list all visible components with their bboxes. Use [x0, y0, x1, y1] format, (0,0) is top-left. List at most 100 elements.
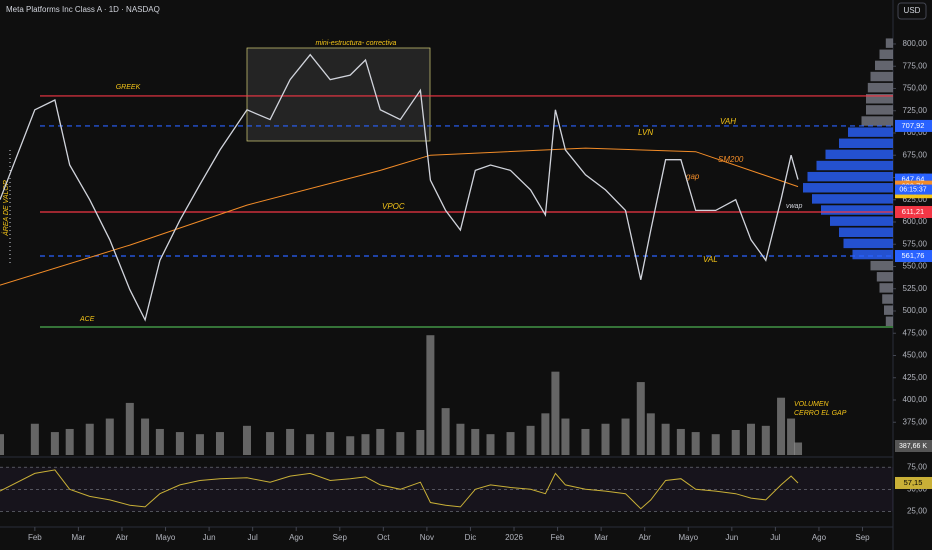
volume-label-bg — [895, 440, 932, 452]
annotation: SM200 — [718, 155, 744, 164]
countdown-bg — [895, 184, 932, 195]
x-tick-label: Mayo — [156, 533, 176, 542]
x-tick-label: Sep — [333, 533, 348, 542]
volume-bar — [441, 408, 450, 455]
currency[interactable]: USD — [904, 6, 921, 15]
volume-profile-bar — [830, 216, 893, 226]
volume-bar — [581, 428, 590, 455]
volume-bar — [215, 432, 224, 455]
volume-bar — [661, 423, 670, 455]
volume-bar — [85, 423, 94, 455]
volume-bar — [691, 432, 700, 455]
x-tick-label: Ago — [812, 533, 827, 542]
x-tick-label: Mayo — [678, 533, 698, 542]
y-tick-label: 525,00 — [903, 284, 928, 293]
volume-profile-bar — [879, 49, 893, 59]
x-tick-label: Mar — [72, 533, 86, 542]
annotation: vwap — [786, 203, 802, 210]
price-label-bg — [895, 206, 932, 219]
annotation: CERRO EL GAP — [794, 410, 847, 417]
annotation: VPOC — [382, 202, 405, 211]
volume-profile-bar — [803, 183, 893, 193]
annotation: LVN — [638, 128, 653, 137]
y-tick-label: 450,00 — [903, 351, 928, 360]
rsi-line — [0, 469, 799, 510]
volume-bar — [286, 428, 295, 455]
volume-profile-bar — [882, 294, 893, 304]
volume-bar — [141, 418, 150, 455]
x-tick-label: Mar — [594, 533, 608, 542]
volume-bar — [376, 428, 385, 455]
y-tick-label: 575,00 — [903, 239, 928, 248]
x-tick-label: Nov — [420, 533, 434, 542]
volume-bar — [155, 428, 164, 455]
y-tick-label: 375,00 — [903, 417, 928, 426]
volume-profile-bar — [816, 160, 893, 171]
y-tick-label: 400,00 — [903, 395, 928, 404]
y-tick-label: 625,00 — [903, 195, 928, 204]
volume-bar — [787, 418, 796, 455]
volume-bar — [416, 430, 425, 455]
volume-bar — [621, 418, 630, 455]
x-tick-label: Jul — [248, 533, 258, 542]
volume-profile-bar — [843, 238, 893, 249]
y-tick-label: 700,00 — [903, 128, 928, 137]
x-tick-label: Feb — [28, 533, 42, 542]
y-tick-label: 800,00 — [903, 39, 928, 48]
volume-profile-bar — [812, 194, 893, 204]
price-label-bg — [895, 119, 932, 132]
volume-bar — [50, 432, 59, 455]
volume-profile-bar — [852, 249, 893, 260]
volume-bar — [306, 434, 315, 455]
annotation: VOLUMEN — [794, 401, 830, 408]
y-tick-label: 500,00 — [903, 306, 928, 315]
volume-bar — [105, 418, 114, 455]
x-tick-label: Feb — [551, 533, 565, 542]
volume-bar — [541, 413, 550, 455]
volume-profile-bar — [848, 127, 893, 137]
volume-bar — [266, 432, 275, 455]
volume-bar — [761, 425, 770, 455]
y-tick-label: 675,00 — [903, 150, 928, 159]
volume-profile-bar — [884, 305, 893, 315]
x-tick-label: Ago — [289, 533, 304, 542]
y-tick-label: 725,00 — [903, 106, 928, 115]
volume-bar — [676, 428, 685, 455]
volume-bar — [636, 382, 645, 455]
volume-profile-bar — [839, 227, 893, 238]
x-tick-label: Dic — [465, 533, 477, 542]
price-label: 647,64 — [902, 175, 925, 184]
y-tick-label: 425,00 — [903, 373, 928, 382]
y-tick-label: 775,00 — [903, 61, 928, 70]
currency-button[interactable] — [897, 2, 927, 20]
volume-profile-bar — [885, 316, 893, 327]
volume-bar — [195, 434, 204, 455]
sma-line — [0, 147, 799, 286]
volume-bar — [242, 425, 251, 455]
volume-bar — [426, 335, 435, 455]
annotation: ÁREA DE VALOR — [1, 180, 10, 237]
volume-bar — [30, 423, 39, 455]
y-tick-label: 550,00 — [903, 262, 928, 271]
volume-bar — [175, 432, 184, 455]
price-line — [0, 53, 799, 322]
volume-profile-bar — [867, 82, 893, 93]
volume-bar — [711, 434, 720, 455]
volume-label: 387,66 K — [899, 443, 927, 450]
rsi-tick-label: 25,00 — [907, 506, 928, 515]
annotation: VAL — [703, 255, 718, 264]
annotation: gap — [686, 172, 700, 181]
price-label: 707,92 — [902, 121, 925, 130]
volume-bar — [326, 432, 335, 455]
mini-structure-box — [246, 47, 431, 142]
volume-bar — [0, 434, 4, 455]
volume-profile-bar — [821, 205, 893, 215]
y-tick-label: 475,00 — [903, 328, 928, 337]
annotation: GREEK — [116, 84, 141, 91]
countdown: 06:15:37 — [899, 186, 926, 193]
volume-bar — [125, 402, 134, 455]
volume-bar — [601, 423, 610, 455]
annotation: mini-estructura- correctiva — [316, 40, 397, 47]
volume-bar — [396, 432, 405, 455]
